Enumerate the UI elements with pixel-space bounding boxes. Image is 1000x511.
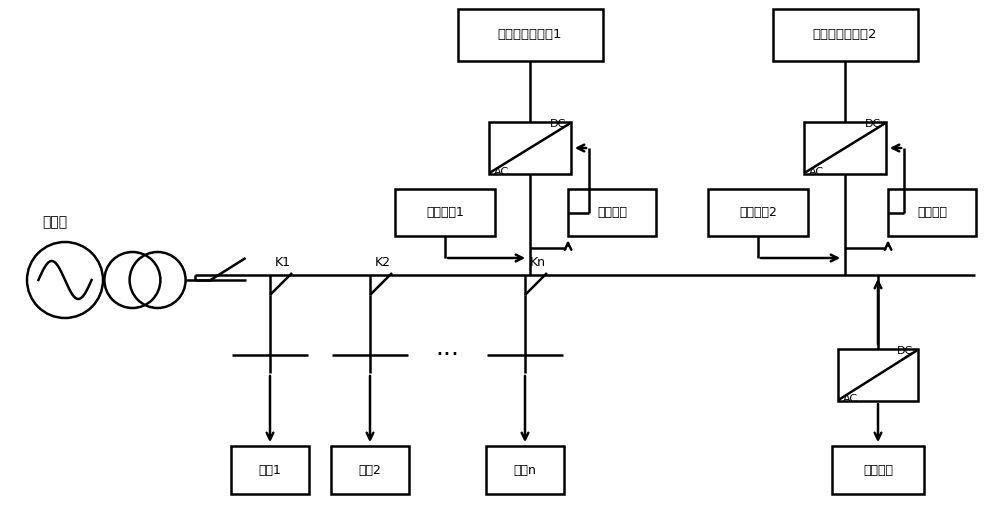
Text: 储能系统: 储能系统 — [863, 463, 893, 476]
Bar — [772, 9, 918, 61]
Text: Kn: Kn — [530, 256, 546, 269]
Text: 下垂控制: 下垂控制 — [917, 206, 947, 220]
Text: 下垂控制: 下垂控制 — [597, 206, 627, 220]
Text: 分布式光伏单元1: 分布式光伏单元1 — [498, 29, 562, 41]
Bar — [568, 190, 656, 237]
Text: DC: DC — [865, 119, 881, 129]
Bar — [888, 190, 976, 237]
Text: AC: AC — [809, 167, 824, 177]
Bar — [708, 190, 808, 237]
Text: 负载1: 负载1 — [259, 463, 281, 476]
Bar — [231, 446, 309, 494]
Bar — [395, 190, 495, 237]
Text: 负载2: 负载2 — [359, 463, 381, 476]
Text: 配电网: 配电网 — [42, 215, 67, 229]
Bar — [804, 122, 886, 174]
Text: K1: K1 — [275, 256, 291, 269]
Bar — [331, 446, 409, 494]
Bar — [458, 9, 602, 61]
Text: 负载n: 负载n — [514, 463, 536, 476]
Bar — [838, 349, 918, 401]
Text: AC: AC — [843, 394, 858, 404]
Text: AC: AC — [494, 167, 509, 177]
Bar — [832, 446, 924, 494]
Text: DC: DC — [897, 346, 913, 356]
Bar — [489, 122, 571, 174]
Text: 监测装置2: 监测装置2 — [739, 206, 777, 220]
Text: DC: DC — [550, 119, 566, 129]
Text: 分布式光伏单元2: 分布式光伏单元2 — [813, 29, 877, 41]
Text: ···: ··· — [436, 343, 460, 367]
Text: K2: K2 — [375, 256, 391, 269]
Text: 监测装置1: 监测装置1 — [426, 206, 464, 220]
Bar — [486, 446, 564, 494]
